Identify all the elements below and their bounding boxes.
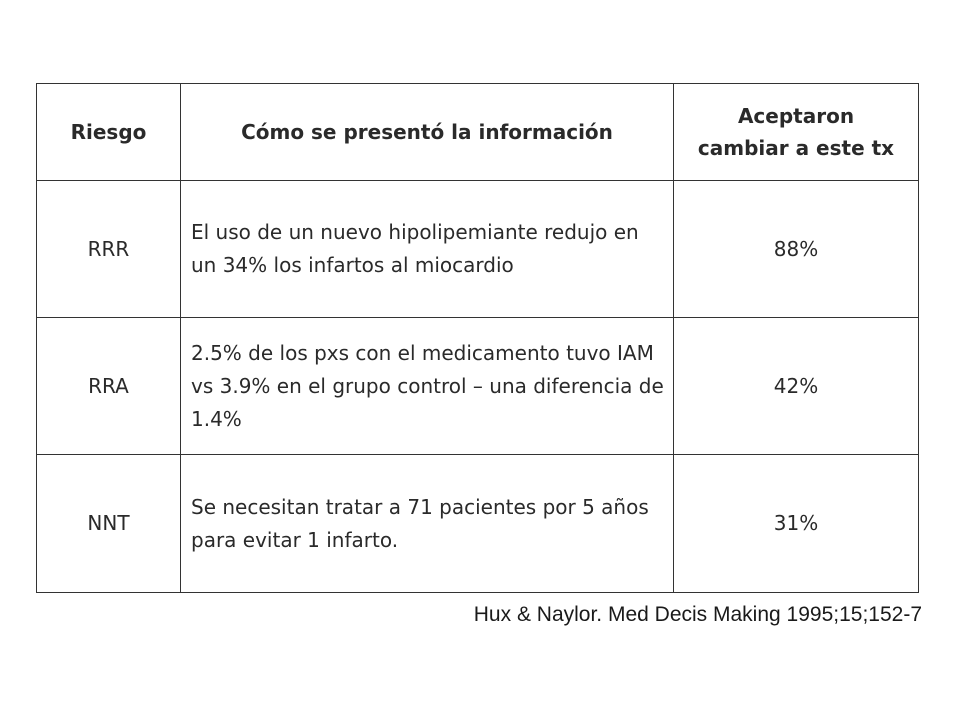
header-information: Cómo se presentó la información xyxy=(180,83,674,181)
risk-cell: NNT xyxy=(36,454,181,593)
table-row: RRR El uso de un nuevo hipolipemiante re… xyxy=(36,180,919,318)
information-cell: 2.5% de los pxs con el medicamento tuvo … xyxy=(180,317,674,455)
information-cell: El uso de un nuevo hipolipemiante redujo… xyxy=(180,180,674,318)
information-cell: Se necesitan tratar a 71 pacientes por 5… xyxy=(180,454,674,593)
header-accepted: Aceptaron cambiar a este tx xyxy=(673,83,919,181)
table-row: NNT Se necesitan tratar a 71 pacientes p… xyxy=(36,454,919,593)
accepted-cell: 42% xyxy=(673,317,919,455)
accepted-cell: 31% xyxy=(673,454,919,593)
risk-presentation-table: Riesgo Cómo se presentó la información A… xyxy=(36,83,919,593)
accepted-cell: 88% xyxy=(673,180,919,318)
risk-cell: RRA xyxy=(36,317,181,455)
table-header-row: Riesgo Cómo se presentó la información A… xyxy=(36,83,919,181)
header-risk: Riesgo xyxy=(36,83,181,181)
table-row: RRA 2.5% de los pxs con el medicamento t… xyxy=(36,317,919,455)
risk-cell: RRR xyxy=(36,180,181,318)
citation: Hux & Naylor. Med Decis Making 1995;15;1… xyxy=(473,603,922,626)
header-accepted-label: Aceptaron cambiar a este tx xyxy=(697,104,895,160)
